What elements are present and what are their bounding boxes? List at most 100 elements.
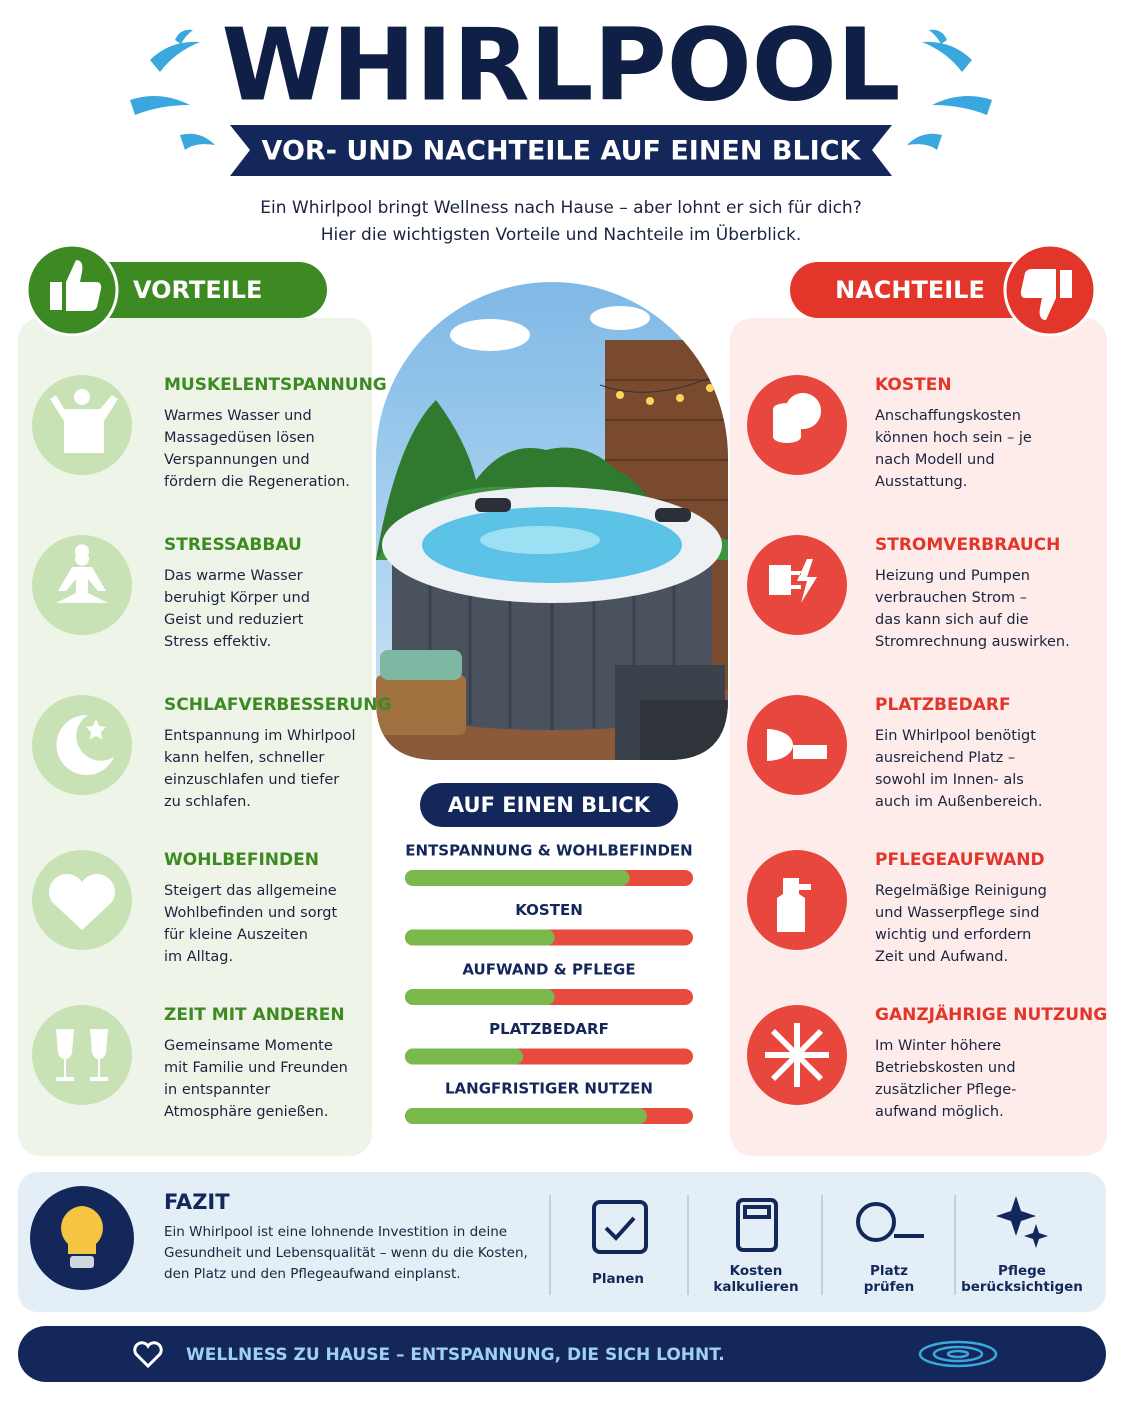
- item-text: in entspannter: [164, 1082, 270, 1098]
- item-text: ausreichend Platz –: [875, 750, 1015, 766]
- pros-panel: [18, 318, 372, 1156]
- item-text: kann helfen, schneller: [164, 750, 324, 766]
- bulb: [61, 1206, 103, 1254]
- fazit-text: Ein Whirlpool ist eine lohnende Investit…: [164, 1224, 507, 1240]
- item-text: Im Winter höhere: [875, 1038, 1001, 1054]
- subtitle: VOR- UND NACHTEILE AUF EINEN BLICK: [262, 136, 862, 167]
- whirlpool-picture: [376, 282, 728, 760]
- item-text: auch im Außenbereich.: [875, 794, 1042, 810]
- bulb-base: [70, 1256, 94, 1268]
- item-title: WOHLBEFINDEN: [164, 850, 319, 870]
- bar-label: AUFWAND & PFLEGE: [462, 961, 635, 979]
- item-text: für kleine Auszeiten: [164, 927, 308, 943]
- item-text: Betriebskosten und: [875, 1060, 1016, 1076]
- item-text: einzuschlafen und tiefer: [164, 772, 339, 788]
- item-icon: [56, 714, 114, 775]
- fazit-text: Gesundheit und Lebensqualität – wenn du …: [164, 1245, 528, 1261]
- item-icon: [48, 873, 116, 930]
- item-text: Wohlbefinden und sorgt: [164, 905, 337, 921]
- glance-pill: [420, 783, 678, 827]
- heart-icon: [133, 1341, 163, 1369]
- fazit-title: FAZIT: [164, 1190, 230, 1214]
- intro-line: Hier die wichtigsten Vorteile und Nachte…: [321, 223, 802, 245]
- splash-left: [130, 29, 215, 150]
- item-icon: [50, 389, 118, 453]
- item-text: beruhigt Körper und: [164, 590, 310, 606]
- item-icon-bg: [32, 695, 132, 795]
- item-text: Ausstattung.: [875, 474, 967, 490]
- item-text: Verspannungen und: [164, 452, 310, 468]
- step-label: Planen: [592, 1271, 644, 1287]
- pros-label: VORTEILE: [133, 276, 262, 304]
- item-text: Anschaffungskosten: [875, 408, 1021, 424]
- item-text: im Alltag.: [164, 949, 233, 965]
- dividers: [549, 1195, 956, 1295]
- item-title: ZEIT MIT ANDEREN: [164, 1005, 345, 1025]
- step-icons: [592, 1198, 924, 1254]
- bar-label: PLATZBEDARF: [489, 1020, 609, 1038]
- item-title: PFLEGEAUFWAND: [875, 850, 1045, 870]
- item-icon: [765, 1023, 829, 1087]
- item-title: STROMVERBRAUCH: [875, 535, 1060, 555]
- cons-label: NACHTEILE: [835, 276, 985, 304]
- bar: [405, 1108, 647, 1124]
- cons-pill: [790, 262, 1060, 318]
- step-label: Platz: [870, 1263, 908, 1279]
- item-text: fördern die Regeneration.: [164, 474, 350, 490]
- bar-label: KOSTEN: [515, 901, 583, 919]
- item-title: SCHLAFVERBESSERUNG: [164, 695, 391, 715]
- item-text: Ein Whirlpool benötigt: [875, 728, 1036, 744]
- glance-title: AUF EINEN BLICK: [448, 793, 651, 817]
- item-icon: [773, 393, 822, 443]
- pros-pill: [60, 262, 327, 318]
- step-label: Pflege: [998, 1263, 1046, 1279]
- item-text: das kann sich auf die: [875, 612, 1029, 628]
- item-text: Das warme Wasser: [164, 568, 303, 584]
- bar-label: ENTSPANNUNG & WOHLBEFINDEN: [405, 842, 692, 860]
- ribbon: [230, 125, 892, 176]
- item-text: verbrauchen Strom –: [875, 590, 1027, 606]
- intro-line: Ein Whirlpool bringt Wellness nach Hause…: [260, 198, 861, 218]
- bar-label: LANGFRISTIGER NUTZEN: [445, 1080, 653, 1098]
- item-text: Stromrechnung auswirken.: [875, 634, 1070, 650]
- item-text: Steigert das allgemeine: [164, 883, 337, 899]
- thumb-down: [1020, 269, 1072, 320]
- thumb-up: [50, 260, 102, 311]
- item-text: Entspannung im Whirlpool: [164, 728, 356, 744]
- item-icon: [767, 729, 827, 761]
- item-text: Gemeinsame Momente: [164, 1038, 333, 1054]
- item-icon: [56, 544, 108, 603]
- item-icon: [56, 1029, 108, 1081]
- item-text: wichtig und erfordern: [875, 927, 1031, 943]
- item-title: STRESSABBAU: [164, 535, 302, 555]
- item-text: Massagedüsen lösen: [164, 430, 315, 446]
- item-icon: [777, 878, 811, 932]
- cons-panel: [730, 318, 1107, 1156]
- item-title: PLATZBEDARF: [875, 695, 1011, 715]
- item-text: Atmosphäre genießen.: [164, 1104, 328, 1120]
- item-title: MUSKELENTSPANNUNG: [164, 375, 387, 395]
- item-text: nach Modell und: [875, 452, 995, 468]
- item-text: zu schlafen.: [164, 794, 251, 810]
- item-text: Zeit und Aufwand.: [875, 949, 1008, 965]
- ripple-icon: [918, 1340, 998, 1368]
- title: WHIRLPOOL: [222, 6, 901, 123]
- fazit-panel: [18, 1172, 1106, 1312]
- sparkle-icon: [996, 1196, 1048, 1248]
- bar: [405, 870, 630, 886]
- item-icon-bg: [32, 1005, 132, 1105]
- item-text: und Wasserpflege sind: [875, 905, 1039, 921]
- step-label: berücksichtigen: [961, 1279, 1083, 1295]
- item-text: mit Familie und Freunden: [164, 1060, 348, 1076]
- item-text: sowohl im Innen- als: [875, 772, 1024, 788]
- item-title: KOSTEN: [875, 375, 952, 395]
- step-label: Kosten: [730, 1263, 783, 1279]
- item-text: Geist und reduziert: [164, 612, 304, 628]
- bar: [405, 1048, 524, 1065]
- bar: [405, 989, 555, 1005]
- footer-bar: [18, 1326, 1106, 1382]
- item-text: Warmes Wasser und: [164, 408, 312, 424]
- item-title: GANZJÄHRIGE NUTZUNG: [875, 1003, 1107, 1025]
- item-text: aufwand möglich.: [875, 1104, 1004, 1120]
